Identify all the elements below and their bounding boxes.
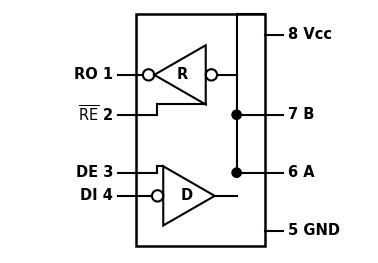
Text: 8 Vcc: 8 Vcc	[288, 27, 332, 42]
Text: 7 B: 7 B	[288, 107, 314, 122]
Text: DE 3: DE 3	[76, 165, 113, 180]
Circle shape	[232, 168, 241, 177]
Text: DI 4: DI 4	[80, 188, 113, 203]
Bar	[136, 14, 265, 246]
Text: 6 A: 6 A	[288, 165, 315, 180]
Text: D: D	[180, 188, 192, 203]
Circle shape	[232, 110, 241, 119]
Text: RO 1: RO 1	[74, 67, 113, 82]
Text: R: R	[177, 67, 188, 82]
Text: 5 GND: 5 GND	[288, 223, 340, 238]
Text: $\overline{\rm RE}$ 2: $\overline{\rm RE}$ 2	[78, 105, 113, 125]
